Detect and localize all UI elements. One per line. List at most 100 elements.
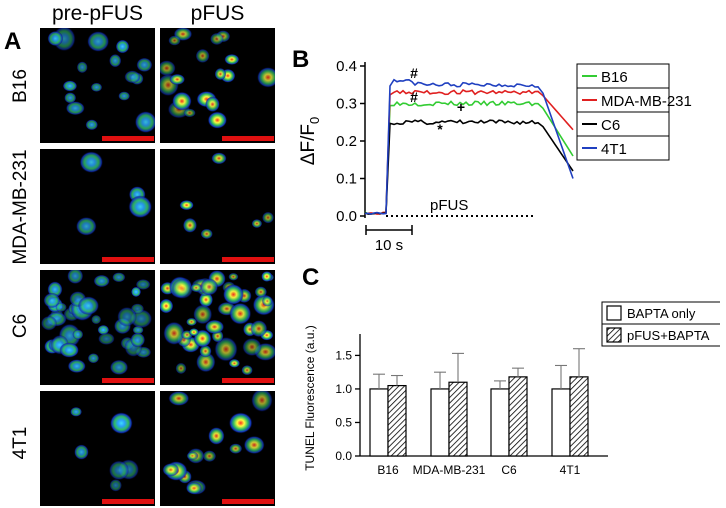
image-4t1-pre-pfus	[40, 391, 155, 506]
cell	[229, 302, 252, 325]
cell	[214, 67, 227, 81]
bar-bapta-only	[430, 388, 450, 457]
x-tick-label: B16	[377, 463, 399, 477]
panel-c-letter: C	[302, 264, 320, 291]
cell	[109, 412, 133, 435]
legend-label: pFUS+BAPTA	[627, 328, 710, 343]
cell	[168, 35, 181, 46]
scale-bar	[102, 257, 154, 262]
scale-bar	[102, 378, 154, 383]
cell	[251, 391, 273, 413]
cell	[199, 344, 212, 358]
cell	[76, 61, 88, 74]
legend-label: BAPTA only	[627, 306, 696, 321]
cell	[90, 82, 103, 92]
image-b16-pfus	[160, 28, 275, 143]
y-tick-label: 0.5	[335, 415, 352, 429]
bar-pfus-bapta	[569, 376, 589, 457]
row-label-c6: C6	[10, 313, 31, 339]
scale-bar	[222, 136, 274, 141]
cell	[228, 272, 239, 281]
cell	[59, 342, 80, 358]
micrograph	[179, 152, 275, 262]
scale-bar	[222, 257, 274, 262]
cell	[115, 39, 130, 54]
cell	[214, 336, 238, 362]
cell	[62, 80, 78, 92]
cell	[250, 319, 268, 338]
cell	[97, 332, 115, 346]
column-header-pfus: pFUS	[190, 2, 245, 25]
cell	[202, 450, 217, 463]
time-scale-label: 10 s	[375, 237, 403, 254]
cell	[254, 286, 268, 298]
scale-bar	[102, 499, 154, 504]
bar-bapta-only	[369, 388, 389, 457]
cell	[117, 306, 137, 327]
cell	[207, 111, 228, 129]
cell	[162, 463, 180, 477]
cell	[79, 151, 104, 174]
cell	[186, 451, 199, 461]
cell	[243, 435, 265, 455]
significance-marker: #	[410, 89, 418, 105]
cell	[251, 219, 263, 229]
cell	[47, 30, 64, 47]
micrograph	[160, 270, 275, 383]
stimulus-label: pFUS	[430, 197, 468, 214]
y-tick-label: 0.3	[336, 96, 357, 113]
cell	[186, 317, 198, 326]
image-c6-pfus	[160, 270, 275, 385]
row-label-4t1: 4T1	[10, 426, 31, 460]
cell	[109, 53, 122, 68]
cell	[168, 391, 190, 406]
cell	[229, 443, 243, 454]
y-tick-label: 0.1	[336, 171, 357, 188]
significance-marker: +	[457, 99, 465, 115]
y-axis-label-main: ΔF/F	[298, 124, 319, 165]
bar-bapta-only	[490, 388, 510, 457]
significance-marker: #	[410, 65, 418, 81]
bar-pfus-bapta	[387, 384, 407, 457]
scale-bar	[222, 499, 274, 504]
cell	[209, 32, 224, 46]
image-4t1-pfus	[160, 391, 275, 506]
trace-b16	[364, 100, 574, 215]
cell	[228, 358, 241, 368]
cell	[131, 286, 142, 298]
x-tick-label: 4T1	[560, 463, 581, 477]
cell	[135, 279, 151, 290]
cell	[70, 406, 83, 417]
micrograph	[70, 406, 154, 504]
cell	[256, 66, 275, 88]
tunel-fluorescence-bar-chart: 0.0 0.5 1.0 1.5 TUNEL Fluorescence (a.u.) B16…	[303, 301, 720, 477]
cell	[130, 332, 146, 348]
cell	[222, 284, 244, 305]
trace-mda-mb-231	[364, 89, 574, 215]
legend-label: 4T1	[601, 141, 627, 158]
micrograph	[162, 391, 274, 504]
cell	[171, 278, 194, 300]
image-mda-mb-231-pfus	[160, 149, 275, 264]
cell	[242, 337, 262, 357]
row-label-b16: B16	[10, 69, 31, 103]
y-tick-label: 0.0	[336, 208, 357, 225]
x-tick-label: MDA-MB-231	[413, 463, 486, 477]
cell	[200, 228, 213, 240]
micrograph	[75, 151, 154, 262]
column-header-pre-pfus: pre-pFUS	[51, 2, 144, 25]
cell	[87, 353, 100, 364]
cell	[112, 272, 126, 283]
cell	[163, 321, 185, 346]
scale-bar	[222, 378, 274, 383]
cell	[183, 108, 196, 118]
cell	[208, 427, 225, 445]
cell	[169, 73, 186, 85]
image-b16-pre-pfus	[40, 28, 155, 143]
image-mda-mb-231-pre-pfus	[40, 149, 155, 264]
cell	[67, 270, 84, 285]
cell	[188, 328, 199, 337]
cell	[205, 96, 220, 113]
cell	[93, 274, 110, 288]
y-tick-label: 1.5	[335, 348, 352, 362]
